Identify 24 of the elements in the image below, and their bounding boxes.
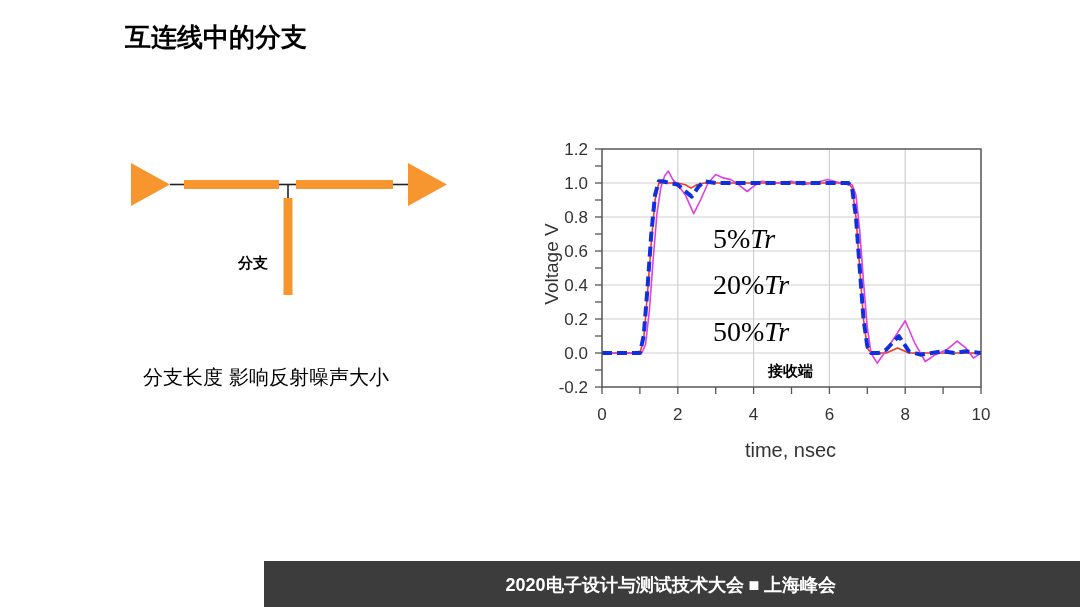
ytick: 0.2 [564, 309, 588, 329]
annotation: 5%Tr [713, 222, 776, 254]
xtick: 0 [597, 404, 607, 424]
xtick: 10 [971, 404, 991, 424]
title: 互连线中的分支 [125, 22, 307, 52]
ylabel: Voltage V [540, 223, 562, 305]
annotation: 50%Tr [713, 315, 790, 347]
annotation: 20%Tr [713, 268, 790, 300]
ytick: -0.2 [558, 377, 588, 397]
ytick: 0.0 [564, 343, 588, 363]
annotation: 分支 [238, 253, 268, 271]
ytick: 1.2 [564, 139, 588, 159]
ytick: 0.8 [564, 207, 588, 227]
annotation: 2020电子设计与测试技术大会 ■ 上海峰会 [505, 575, 837, 595]
xtick: 4 [748, 404, 759, 424]
ytick: 0.6 [564, 241, 588, 261]
xtick: 6 [824, 404, 835, 424]
ytick: 0.4 [564, 275, 588, 295]
xlabel: time, nsec [744, 439, 837, 461]
ytick: 1.0 [564, 173, 588, 193]
annotation: 分支长度 影响反射噪声大小 [143, 366, 389, 388]
annotation: 接收端 [767, 361, 813, 379]
xtick: 8 [900, 404, 910, 424]
xtick: 2 [673, 404, 683, 424]
